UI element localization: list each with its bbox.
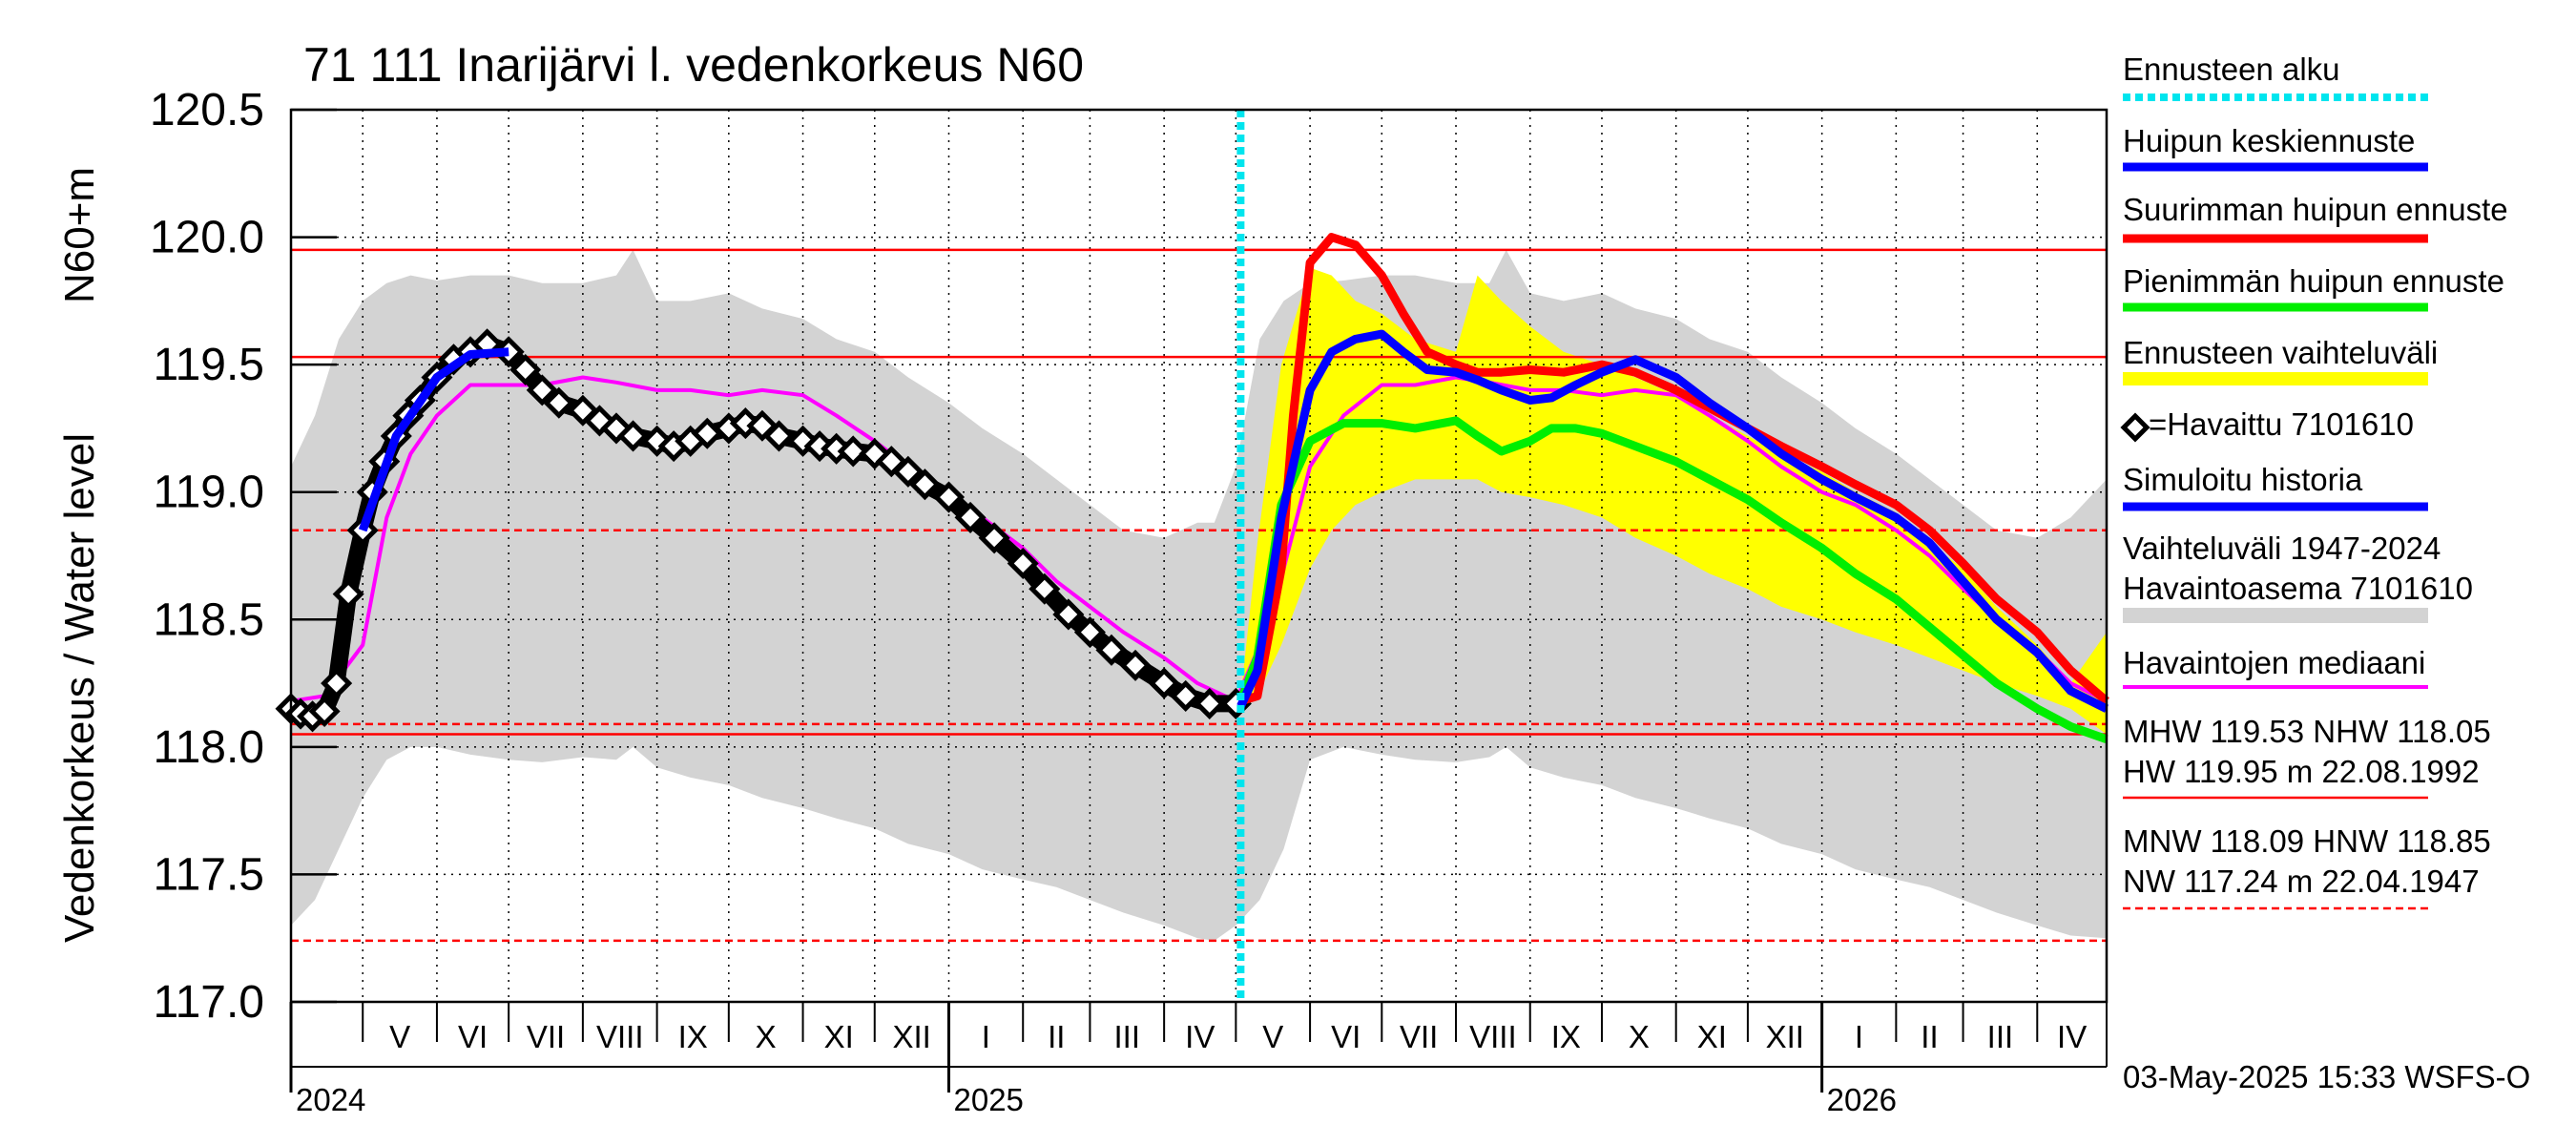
observed-point <box>1007 547 1039 580</box>
month-label: XII <box>892 1019 930 1054</box>
legend-item-suurimman-huipun-ennuste: Suurimman huipun ennuste <box>2123 192 2508 227</box>
month-label: VI <box>458 1019 488 1054</box>
month-label: IX <box>678 1019 708 1054</box>
y-tick-label: 118.5 <box>153 594 264 645</box>
month-label: II <box>1921 1019 1938 1054</box>
legend-item-vaihteluv-li-1947-2024-line2: Havaintoasema 7101610 <box>2123 571 2473 606</box>
observed-point <box>332 578 364 611</box>
month-label: VIII <box>596 1019 644 1054</box>
y-axis-label: Vedenkorkeus / Water level <box>56 433 103 943</box>
y-tick-label: 120.0 <box>150 213 264 263</box>
observed-point <box>617 420 650 452</box>
month-label: VI <box>1331 1019 1361 1054</box>
year-label: 2025 <box>953 1082 1023 1117</box>
y-tick-label: 118.0 <box>153 722 264 773</box>
legend: Ennusteen alku Huipun keskiennuste Suurimm… <box>2120 52 2508 910</box>
observed-point <box>1028 572 1061 605</box>
observed-point <box>543 386 575 419</box>
legend-item-simuloitu-historia: Simuloitu historia <box>2123 462 2363 497</box>
observed-point <box>600 412 633 445</box>
month-label: I <box>982 1019 990 1054</box>
observed-point <box>908 468 941 501</box>
legend-item-mnw-118-09-hnw-118-85-line2: NW 117.24 m 22.04.1947 <box>2123 864 2480 899</box>
legend-item-havaintojen-mediaani: Havaintojen mediaani <box>2123 645 2425 680</box>
y-tick-label: 119.0 <box>153 468 264 518</box>
legend-item-mnw-118-09-hnw-118-85: MNW 118.09 HNW 118.85 <box>2123 823 2491 859</box>
plot-frame <box>289 108 2109 1004</box>
y-tick-label: 117.5 <box>153 849 264 900</box>
legend-item-ennusteen-vaihteluv-li: Ennusteen vaihteluväli <box>2123 335 2438 370</box>
month-label: V <box>389 1019 410 1054</box>
month-label: XI <box>1697 1019 1727 1054</box>
footer-timestamp: 03-May-2025 15:33 WSFS-O <box>2123 1059 2530 1094</box>
observed-point <box>762 420 796 452</box>
legend-item-vaihteluv-li-1947-2024: Vaihteluväli 1947-2024 <box>2123 531 2441 566</box>
month-label: I <box>1855 1019 1863 1054</box>
reference-lines-layer <box>291 248 2107 943</box>
month-label: III <box>1987 1019 2014 1054</box>
month-label: II <box>1048 1019 1065 1054</box>
series-havaintojen-mediaani <box>290 375 2108 703</box>
observed-point <box>321 667 353 699</box>
legend-item-mhw-119-53-nhw-118-05-line2: HW 119.95 m 22.08.1992 <box>2123 754 2480 789</box>
legend-item-pienimm-n-huipun-ennuste: Pienimmän huipun ennuste <box>2123 263 2504 299</box>
observed-point <box>954 501 987 533</box>
series-huipun-keskiennuste <box>1236 329 2109 713</box>
observed-point <box>746 409 779 442</box>
axes-layer: 117.0 117.5 118.0 118.5 119.0 119.5 120.0 120.5… <box>150 85 2109 1117</box>
series-layer <box>275 233 2109 744</box>
legend-item-huipun-keskiennuste: Huipun keskiennuste <box>2123 123 2415 158</box>
legend-item-havaittu-7101610: =Havaittu 7101610 <box>2149 406 2414 442</box>
y-tick-label: 120.5 <box>150 85 264 135</box>
year-label: 2024 <box>296 1082 365 1117</box>
observed-point <box>837 435 869 468</box>
month-label: V <box>1262 1019 1283 1054</box>
month-label: XI <box>824 1019 854 1054</box>
observed-point <box>641 425 674 457</box>
series-simuloitu-historia <box>358 347 509 532</box>
legend-item-ennusteen-alku: Ennusteen alku <box>2123 52 2340 87</box>
series-suurimman-huipun-ennuste <box>1239 233 2109 706</box>
legend-item-mhw-119-53-nhw-118-05: MHW 119.53 NHW 118.05 <box>2123 714 2491 749</box>
forecast-band-layer <box>1240 267 2107 735</box>
observed-point <box>1119 649 1152 681</box>
month-label: IX <box>1551 1019 1581 1054</box>
y-tick-label: 119.5 <box>153 340 264 390</box>
month-label: VIII <box>1469 1019 1517 1054</box>
series-pienimm-n-huipun-ennuste <box>1236 416 2109 744</box>
month-label: VII <box>527 1019 565 1054</box>
y-axis-unit-label: N60+m <box>56 167 103 303</box>
month-label: III <box>1114 1019 1141 1054</box>
observed-point <box>1052 598 1085 631</box>
month-label: X <box>756 1019 777 1054</box>
month-label: XII <box>1766 1019 1804 1054</box>
observed-point <box>567 394 599 427</box>
legend-diamond-marker <box>2120 412 2150 443</box>
observed-point <box>509 353 542 386</box>
observed-point <box>526 374 558 406</box>
observed-point <box>1073 616 1106 649</box>
forecast-band <box>1240 267 2107 735</box>
observed-point <box>892 455 924 488</box>
year-label: 2026 <box>1827 1082 1897 1117</box>
observed-point <box>787 425 820 457</box>
observed-point <box>1095 634 1128 666</box>
observed-point <box>932 481 966 513</box>
observed-point <box>308 695 341 727</box>
month-label: X <box>1629 1019 1650 1054</box>
observed-point <box>1148 667 1180 699</box>
observed-point <box>1170 679 1202 712</box>
observed-point <box>859 438 891 470</box>
chart-title: 71 111 Inarijärvi l. vedenkorkeus N60 <box>303 38 1084 92</box>
observed-point <box>1194 687 1226 719</box>
observed-point <box>978 522 1010 554</box>
month-label: IV <box>1185 1019 1215 1054</box>
month-label: VII <box>1400 1019 1438 1054</box>
y-tick-label: 117.0 <box>153 977 264 1028</box>
month-label: IV <box>2057 1019 2087 1054</box>
